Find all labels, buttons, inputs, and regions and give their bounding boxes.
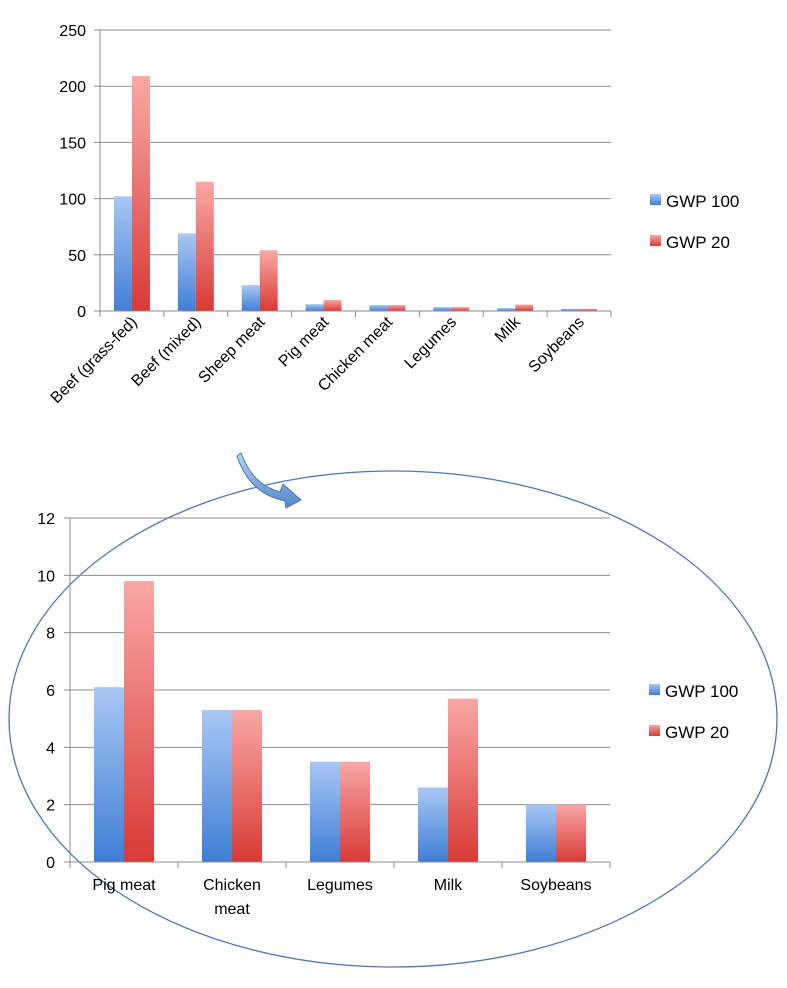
category-label: Legumes <box>307 877 373 894</box>
bar-gwp100 <box>241 285 260 311</box>
y-tick-label: 0 <box>46 855 55 872</box>
legend-swatch <box>650 194 661 205</box>
category-label: Pig meat <box>92 877 156 894</box>
category-label: Pig meat <box>276 313 333 370</box>
bar-gwp20 <box>232 710 262 862</box>
bar-gwp100 <box>177 233 196 311</box>
category-label: Legumes <box>402 314 461 373</box>
bar-gwp100 <box>369 305 388 311</box>
legend-swatch <box>649 684 660 695</box>
bar-gwp100 <box>561 308 580 311</box>
bar-gwp100 <box>202 710 232 862</box>
y-tick-label: 12 <box>37 511 55 528</box>
y-tick-label: 0 <box>77 304 86 321</box>
y-tick-label: 50 <box>68 248 86 265</box>
zoom-ellipse <box>8 470 778 968</box>
legend: GWP 100 GWP 20 <box>650 192 739 252</box>
y-tick-label: 10 <box>37 568 55 585</box>
y-tick-label: 250 <box>59 23 86 40</box>
bar-gwp100 <box>418 787 448 862</box>
bar-gwp20 <box>131 76 150 311</box>
bar-gwp100 <box>526 804 556 862</box>
zoom-arrow-icon <box>236 452 302 509</box>
y-tick-label: 200 <box>59 79 86 96</box>
category-label: Chicken <box>203 877 261 894</box>
bar-gwp20 <box>451 307 470 311</box>
y-tick-label: 4 <box>46 740 55 757</box>
category-label: meat <box>214 901 250 918</box>
bar-gwp100 <box>113 196 132 311</box>
category-label: Milk <box>492 313 525 346</box>
bar-gwp20 <box>556 804 586 862</box>
bar-gwp100 <box>433 307 452 311</box>
legend-label: GWP 100 <box>665 682 738 701</box>
bar-gwp20 <box>259 250 278 311</box>
legend-swatch <box>649 725 660 736</box>
bar-gwp20 <box>579 308 598 311</box>
bar-gwp20 <box>340 761 370 862</box>
legend-swatch <box>650 235 661 246</box>
y-tick-label: 8 <box>46 626 55 643</box>
legend-label: GWP 20 <box>666 233 730 252</box>
bar-gwp100 <box>305 304 324 311</box>
y-tick-label: 150 <box>59 135 86 152</box>
y-tick-label: 6 <box>46 683 55 700</box>
legend-label: GWP 100 <box>666 192 739 211</box>
y-tick-label: 100 <box>59 192 86 209</box>
bar-gwp100 <box>497 308 516 311</box>
bar-gwp20 <box>195 181 214 311</box>
category-label: Milk <box>434 877 463 894</box>
bar-gwp100 <box>310 761 340 862</box>
category-label: Sheep meat <box>195 313 268 386</box>
category-label: Beef (grass-fed) <box>48 314 141 407</box>
y-tick-label: 2 <box>46 798 55 815</box>
bar-gwp20 <box>124 581 154 862</box>
bar-gwp100 <box>94 687 124 862</box>
legend-label: GWP 20 <box>665 723 729 742</box>
legend: GWP 100 GWP 20 <box>649 682 738 742</box>
category-label: Soybeans <box>526 314 588 376</box>
bar-gwp20 <box>515 304 534 311</box>
bar-gwp20 <box>448 698 478 862</box>
bar-gwp20 <box>323 299 342 311</box>
zoom-chart: 0 2 4 6 8 10 12 Pig meat Chicken meat Legumes Milk S… <box>37 511 738 918</box>
bar-gwp20 <box>387 305 406 311</box>
category-label: Soybeans <box>520 877 591 894</box>
